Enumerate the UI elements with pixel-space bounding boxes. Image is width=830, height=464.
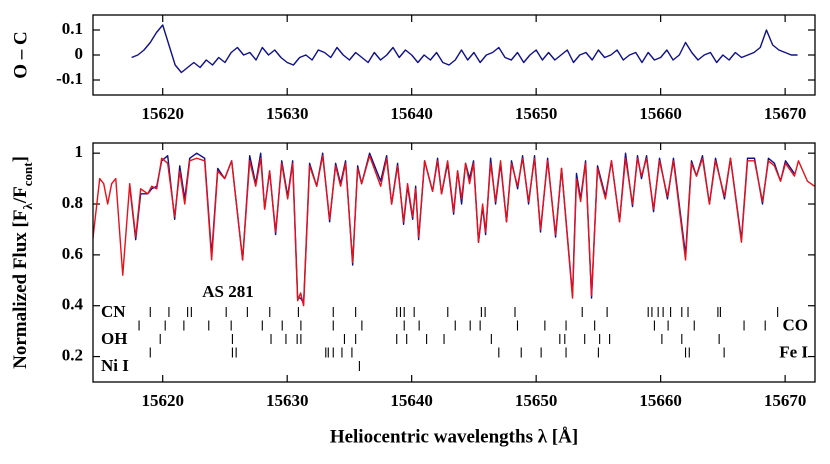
- line-list-label: Fe I: [779, 342, 808, 361]
- line-list-label: Ni I: [101, 356, 129, 375]
- x-tick-label: 15660: [639, 391, 682, 410]
- x-tick-label: 15670: [764, 104, 807, 123]
- y-tick-label: 0.4: [62, 295, 84, 314]
- x-tick-label: 15660: [639, 104, 682, 123]
- annotation: AS 281: [202, 282, 253, 301]
- y-tick-label: 0: [75, 44, 84, 63]
- x-tick-label: 15620: [141, 391, 184, 410]
- x-tick-label: 15640: [390, 391, 433, 410]
- data-line: [93, 155, 815, 307]
- line-list-label: CN: [101, 302, 126, 321]
- y-tick-label: 0.8: [62, 193, 83, 212]
- x-tick-label: 15670: [764, 391, 807, 410]
- x-tick-label: 15630: [266, 104, 309, 123]
- y-axis-label-part: /F: [10, 186, 31, 204]
- y-axis-label: Normalized Flux [Fλ/Fcont]: [10, 156, 35, 369]
- line-list-label: OH: [101, 329, 127, 348]
- y-axis-label-part: λ: [20, 203, 35, 210]
- y-axis-label: O – C: [10, 31, 31, 79]
- x-tick-label: 15620: [141, 104, 184, 123]
- x-tick-label: 15630: [266, 391, 309, 410]
- y-axis-label-part: Normalized Flux [F: [10, 210, 31, 369]
- x-axis-label: Heliocentric wavelengths λ [Å]: [330, 426, 578, 447]
- data-line: [129, 152, 796, 304]
- x-tick-label: 15640: [390, 104, 433, 123]
- y-axis-label-part: cont: [20, 162, 35, 187]
- y-tick-label: -0.1: [56, 69, 83, 88]
- plot-frame: [92, 14, 816, 96]
- x-tick-label: 15650: [515, 391, 558, 410]
- y-tick-label: 0.1: [62, 19, 83, 38]
- line-list-label: CO: [783, 315, 809, 334]
- x-tick-label: 15650: [515, 104, 558, 123]
- y-tick-label: 1: [75, 142, 84, 161]
- y-tick-label: 0.2: [62, 345, 83, 364]
- y-axis-label-part: ]: [10, 156, 31, 162]
- data-line: [131, 24, 798, 74]
- plot-frame: [92, 142, 816, 383]
- y-tick-label: 0.6: [62, 244, 83, 263]
